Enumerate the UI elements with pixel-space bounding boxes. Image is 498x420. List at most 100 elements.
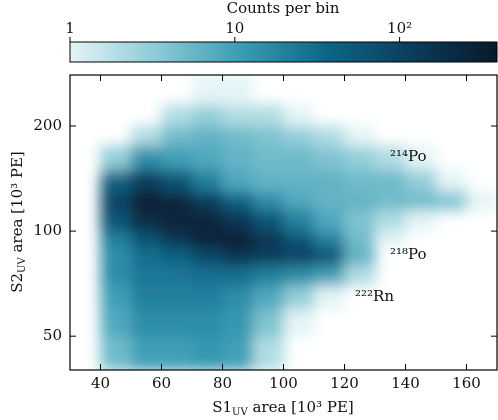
bin	[222, 308, 254, 337]
bin	[467, 170, 498, 192]
bin	[131, 105, 162, 127]
bin	[161, 169, 193, 192]
bin	[375, 146, 406, 171]
bin	[222, 285, 254, 310]
bin	[467, 285, 498, 309]
bin	[436, 265, 467, 286]
bin	[283, 308, 315, 337]
bin	[436, 210, 467, 232]
bin	[344, 231, 376, 248]
bin	[314, 285, 345, 310]
x-tick-label: 160	[452, 374, 481, 392]
bin	[406, 336, 437, 370]
colorbar-label: Counts per bin	[227, 0, 340, 17]
bin	[375, 265, 406, 286]
bin	[100, 209, 132, 232]
bin	[222, 126, 254, 147]
bin	[101, 126, 132, 147]
bin	[253, 191, 284, 211]
bin	[345, 336, 376, 370]
bin	[405, 191, 437, 211]
bin	[161, 231, 193, 248]
x-tick-label: 40	[91, 374, 110, 392]
bin	[222, 169, 254, 192]
bin	[70, 146, 101, 170]
bin	[253, 308, 284, 337]
bin	[131, 191, 162, 211]
bin	[70, 75, 101, 105]
bin	[253, 231, 284, 248]
bin	[70, 231, 101, 247]
bin	[161, 336, 193, 370]
bin	[345, 75, 376, 105]
bin	[100, 336, 132, 370]
bin	[406, 285, 437, 309]
bin	[467, 105, 498, 127]
x-label-rest: area [10³ PE]	[248, 398, 354, 416]
bin	[131, 247, 162, 266]
bin	[375, 105, 406, 127]
bin	[314, 209, 345, 232]
x-tick-label: 140	[391, 374, 420, 392]
bin	[406, 75, 437, 105]
bin	[100, 285, 132, 310]
bin	[253, 264, 284, 286]
bin	[253, 126, 284, 147]
bin	[101, 75, 132, 105]
bin	[436, 191, 467, 211]
bin	[222, 264, 254, 286]
bin	[284, 336, 315, 370]
bin	[344, 247, 376, 266]
bin	[406, 105, 437, 127]
bin	[70, 105, 101, 127]
bin	[314, 191, 345, 211]
bin	[192, 247, 223, 266]
bin	[314, 264, 345, 286]
bin	[375, 209, 406, 232]
bin	[253, 285, 284, 310]
bin	[222, 336, 254, 370]
bin	[192, 308, 223, 337]
heatmap	[70, 75, 498, 370]
bin	[131, 285, 162, 310]
bin	[222, 75, 254, 106]
bin	[161, 247, 193, 266]
bin	[467, 210, 498, 232]
bin	[131, 146, 162, 171]
bin	[70, 265, 101, 286]
bin	[192, 75, 223, 106]
y-label-main: S2	[8, 273, 26, 293]
bin	[131, 308, 162, 337]
bin	[406, 265, 437, 286]
y-label-sub: UV	[17, 257, 28, 273]
bin	[161, 126, 193, 147]
x-tick-label: 120	[330, 374, 359, 392]
bin	[436, 146, 467, 170]
bin	[436, 105, 467, 127]
bin	[70, 309, 101, 337]
y-axis-label: S2UV area [10³ PE]	[8, 151, 28, 293]
bin	[467, 265, 498, 286]
bin	[131, 169, 162, 192]
bin	[344, 191, 376, 211]
x-tick-label: 80	[213, 374, 232, 392]
bin	[345, 105, 376, 127]
bin	[161, 146, 193, 171]
bin	[283, 264, 315, 286]
bin	[222, 191, 254, 211]
y-tick-label: 100	[33, 221, 62, 239]
colorbar	[69, 41, 498, 63]
bin	[467, 126, 498, 147]
bin	[283, 285, 315, 310]
bin	[101, 105, 132, 127]
bin	[100, 146, 132, 171]
bin	[467, 231, 498, 247]
bin	[436, 231, 467, 247]
bin	[436, 309, 467, 337]
bin	[314, 247, 345, 266]
y-tick-label: 200	[33, 116, 62, 134]
bin	[283, 209, 315, 232]
x-tick-label: 100	[269, 374, 298, 392]
